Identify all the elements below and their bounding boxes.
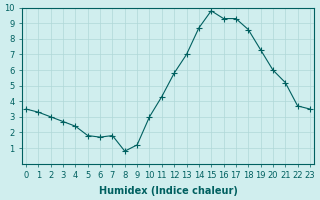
X-axis label: Humidex (Indice chaleur): Humidex (Indice chaleur) [99,186,237,196]
